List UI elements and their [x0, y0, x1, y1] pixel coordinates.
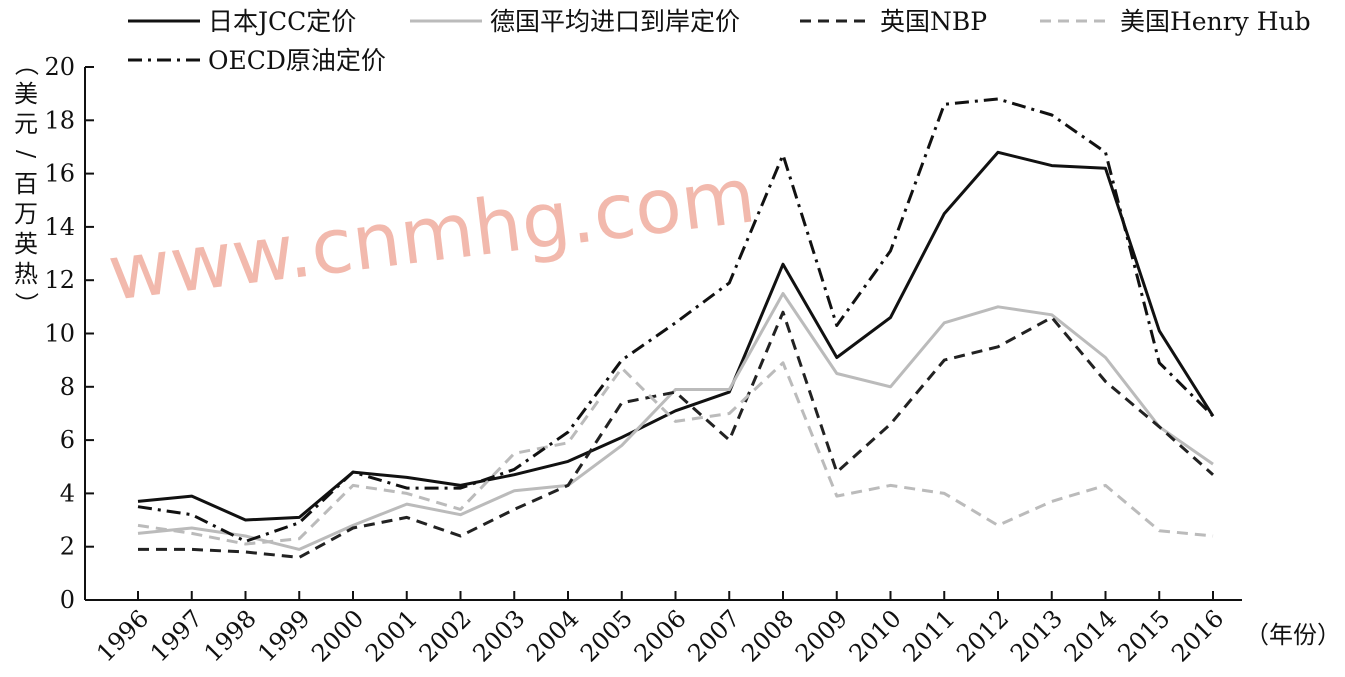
x-tick-label: 2013 — [1005, 604, 1068, 667]
y-axis-label-char: / — [12, 150, 40, 159]
x-tick-label: 2006 — [629, 604, 692, 667]
x-tick-label: 2003 — [468, 604, 531, 667]
y-axis-ticks: 0 2 4 6 8 10 12 14 16 18 20 — [44, 53, 94, 614]
series-line — [138, 310, 1214, 559]
x-tick-label: 2011 — [898, 604, 961, 667]
x-tick-label: 2000 — [306, 604, 369, 667]
legend-label: 德国平均进口到岸定价 — [490, 7, 740, 36]
series-lines — [137, 97, 1215, 559]
legend-label: 美国Henry Hub — [1120, 7, 1311, 36]
y-tick-label: 4 — [60, 479, 75, 507]
y-axis-label-char: 万 — [14, 200, 38, 228]
legend-label: 日本JCC定价 — [208, 7, 356, 36]
legend: 日本JCC定价 德国平均进口到岸定价 英国NBP 美国Henry Hub OECD原油定… — [128, 7, 1311, 75]
x-axis-label: （年份） — [1245, 621, 1341, 649]
y-tick-label: 6 — [60, 426, 75, 454]
y-axis-label-char: 热 — [14, 260, 38, 288]
y-axis-label-char: 百 — [14, 170, 38, 198]
series-line — [137, 361, 1214, 546]
y-axis-label-char: （ — [12, 52, 40, 76]
x-tick-label: 2014 — [1059, 604, 1122, 667]
x-tick-label: 2005 — [575, 604, 638, 667]
series-line — [137, 150, 1215, 522]
x-tick-label: 2012 — [951, 604, 1014, 667]
watermark-group: www.cnmhg.com — [103, 150, 760, 318]
x-tick-label: 2009 — [790, 604, 853, 667]
legend-label: OECD原油定价 — [208, 46, 386, 75]
x-tick-label: 2002 — [414, 604, 477, 667]
y-tick-label: 16 — [44, 160, 75, 188]
x-tick-label: 2010 — [844, 604, 907, 667]
y-tick-label: 8 — [60, 373, 75, 401]
x-tick-label: 1997 — [145, 604, 208, 667]
x-tick-label: 2007 — [683, 604, 746, 667]
series-line — [137, 97, 1215, 543]
y-tick-label: 2 — [60, 533, 75, 561]
y-axis-label-char: 美 — [14, 80, 38, 108]
legend-label: 英国NBP — [880, 7, 987, 36]
series-line — [137, 292, 1214, 551]
x-tick-label: 2001 — [360, 604, 423, 667]
x-axis-ticks: 1996199719981999200020012002200320042005… — [91, 591, 1229, 667]
y-tick-label: 12 — [44, 266, 75, 294]
x-tick-label: 2015 — [1113, 604, 1176, 667]
y-axis-label-char: ） — [12, 292, 40, 316]
y-tick-label: 0 — [60, 586, 75, 614]
y-axis-label-char: 元 — [14, 110, 38, 138]
y-tick-label: 20 — [44, 53, 75, 81]
y-tick-label: 18 — [44, 106, 75, 134]
x-tick-label: 1996 — [91, 604, 154, 667]
y-tick-label: 10 — [44, 320, 75, 348]
y-axis-label-char: 英 — [14, 230, 38, 258]
y-tick-label: 14 — [44, 213, 75, 241]
watermark-text: www.cnmhg.com — [103, 150, 760, 318]
x-tick-label: 2004 — [521, 604, 584, 667]
x-tick-label: 1998 — [199, 604, 262, 667]
x-tick-label: 1999 — [253, 604, 316, 667]
x-tick-label: 2016 — [1166, 604, 1229, 667]
x-tick-label: 2008 — [736, 604, 799, 667]
